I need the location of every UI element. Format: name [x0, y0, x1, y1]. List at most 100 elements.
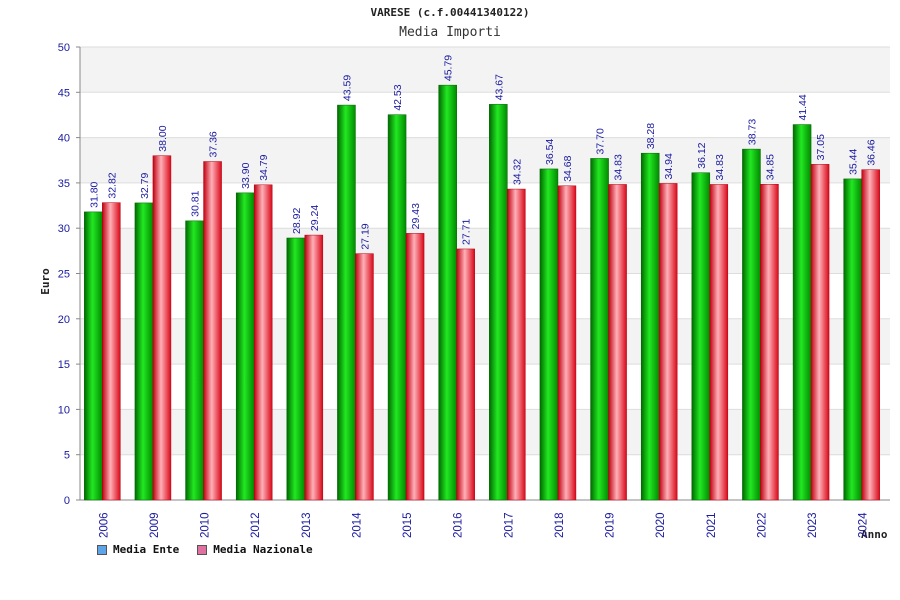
- legend-swatch-media-ente: [97, 544, 107, 555]
- data-label: 37.70: [595, 128, 607, 154]
- data-label: 38.73: [746, 119, 758, 145]
- bar-media-nazionale-2009: [152, 155, 172, 501]
- y-tick-label: 5: [64, 450, 70, 462]
- bar-media-ente-2012: [235, 192, 255, 501]
- bar-media-nazionale-2013: [304, 234, 324, 501]
- bar-media-ente-2020: [640, 152, 660, 501]
- y-tick-label: 25: [58, 269, 70, 281]
- x-tick-label: 2021: [706, 512, 718, 538]
- bar-media-nazionale-2016: [456, 248, 475, 501]
- data-label: 32.79: [139, 172, 151, 198]
- bar-media-ente-2019: [590, 158, 609, 501]
- data-label: 38.28: [645, 123, 657, 149]
- bar-media-ente-2014: [337, 104, 356, 501]
- grid-band: [80, 47, 890, 93]
- x-tick-label: 2013: [301, 512, 313, 538]
- x-tick-label: 2017: [503, 512, 515, 538]
- data-label: 37.36: [208, 131, 220, 157]
- y-tick-label: 45: [58, 87, 70, 99]
- bar-media-ente-2006: [84, 211, 103, 501]
- data-label: 38.00: [157, 125, 169, 151]
- y-tick-label: 0: [64, 495, 70, 507]
- y-tick-label: 15: [58, 359, 70, 371]
- x-tick-label: 2009: [149, 512, 161, 538]
- data-label: 31.80: [88, 181, 100, 207]
- bar-media-ente-2018: [539, 168, 559, 501]
- y-tick-label: 50: [58, 42, 70, 54]
- data-label: 33.90: [240, 162, 252, 188]
- data-label: 35.44: [848, 148, 860, 174]
- legend-label-media-ente: Media Ente: [113, 543, 180, 556]
- legend: Media Ente Media Nazionale: [97, 543, 313, 556]
- bar-media-ente-2016: [438, 84, 457, 501]
- data-label: 29.43: [410, 203, 422, 229]
- legend-item-media-nazionale: Media Nazionale: [197, 543, 313, 556]
- y-tick-label: 35: [58, 178, 70, 190]
- y-tick-label: 40: [58, 133, 70, 145]
- x-axis-label: Anno: [861, 528, 888, 541]
- data-label: 34.32: [511, 159, 523, 185]
- bar-media-nazionale-2017: [507, 188, 526, 501]
- y-tick-label: 30: [58, 223, 70, 235]
- data-label: 32.82: [106, 172, 118, 198]
- x-tick-label: 2023: [807, 512, 819, 538]
- x-tick-label: 2020: [655, 512, 667, 538]
- bar-media-nazionale-2020: [658, 183, 678, 501]
- chart-title: VARESE (c.f.00441340122): [370, 6, 530, 19]
- bar-media-nazionale-2012: [253, 184, 273, 501]
- bar-media-nazionale-2018: [557, 185, 577, 501]
- data-label: 28.92: [291, 208, 303, 234]
- bar-media-nazionale-2014: [355, 253, 374, 501]
- bar-media-nazionale-2023: [810, 164, 830, 501]
- y-tick-label: 20: [58, 314, 70, 326]
- legend-label-media-nazionale: Media Nazionale: [213, 543, 313, 556]
- x-tick-label: 2016: [453, 512, 465, 538]
- bar-media-ente-2013: [286, 237, 306, 501]
- bar-media-nazionale-2022: [760, 184, 779, 501]
- data-label: 30.81: [190, 190, 202, 216]
- bar-media-ente-2022: [742, 148, 761, 501]
- bar-media-ente-2009: [134, 202, 154, 501]
- bar-media-ente-2021: [691, 172, 711, 501]
- y-tick-label: 10: [58, 404, 70, 416]
- data-label: 34.85: [764, 154, 776, 180]
- x-tick-label: 2006: [98, 512, 110, 538]
- data-label: 34.94: [663, 153, 675, 179]
- x-tick-label: 2018: [554, 512, 566, 538]
- x-tick-label: 2015: [402, 512, 414, 538]
- x-tick-label: 2012: [250, 512, 262, 538]
- legend-item-media-ente: Media Ente: [97, 543, 179, 556]
- chart-subtitle: Media Importi: [399, 25, 501, 40]
- data-label: 27.19: [359, 223, 371, 249]
- bar-media-ente-2023: [792, 124, 812, 501]
- bar-media-nazionale-2015: [405, 233, 425, 501]
- x-tick-label: 2024: [858, 512, 870, 538]
- data-label: 36.12: [696, 142, 708, 168]
- data-label: 43.59: [341, 75, 353, 101]
- bar-media-nazionale-2019: [608, 184, 627, 501]
- bar-media-nazionale-2006: [102, 202, 121, 501]
- data-label: 36.54: [544, 139, 556, 165]
- grid-band: [80, 92, 890, 138]
- data-label: 43.67: [493, 74, 505, 100]
- data-label: 34.83: [613, 154, 625, 180]
- data-label: 34.79: [258, 154, 270, 180]
- data-label: 29.24: [309, 205, 321, 231]
- data-label: 45.79: [443, 55, 455, 81]
- x-tick-label: 2019: [605, 512, 617, 538]
- bar-media-ente-2015: [387, 114, 407, 501]
- bar-media-ente-2017: [489, 104, 508, 501]
- bar-media-nazionale-2024: [861, 169, 880, 501]
- x-tick-label: 2022: [756, 512, 768, 538]
- data-label: 42.53: [392, 84, 404, 110]
- data-label: 34.68: [562, 155, 574, 181]
- bar-media-ente-2024: [843, 178, 862, 501]
- data-label: 36.46: [866, 139, 878, 165]
- x-tick-label: 2010: [200, 512, 212, 538]
- bar-media-nazionale-2010: [203, 161, 222, 501]
- bar-media-ente-2010: [185, 220, 204, 501]
- x-tick-label: 2014: [351, 512, 363, 538]
- bar-media-nazionale-2021: [709, 184, 729, 501]
- data-label: 34.83: [714, 154, 726, 180]
